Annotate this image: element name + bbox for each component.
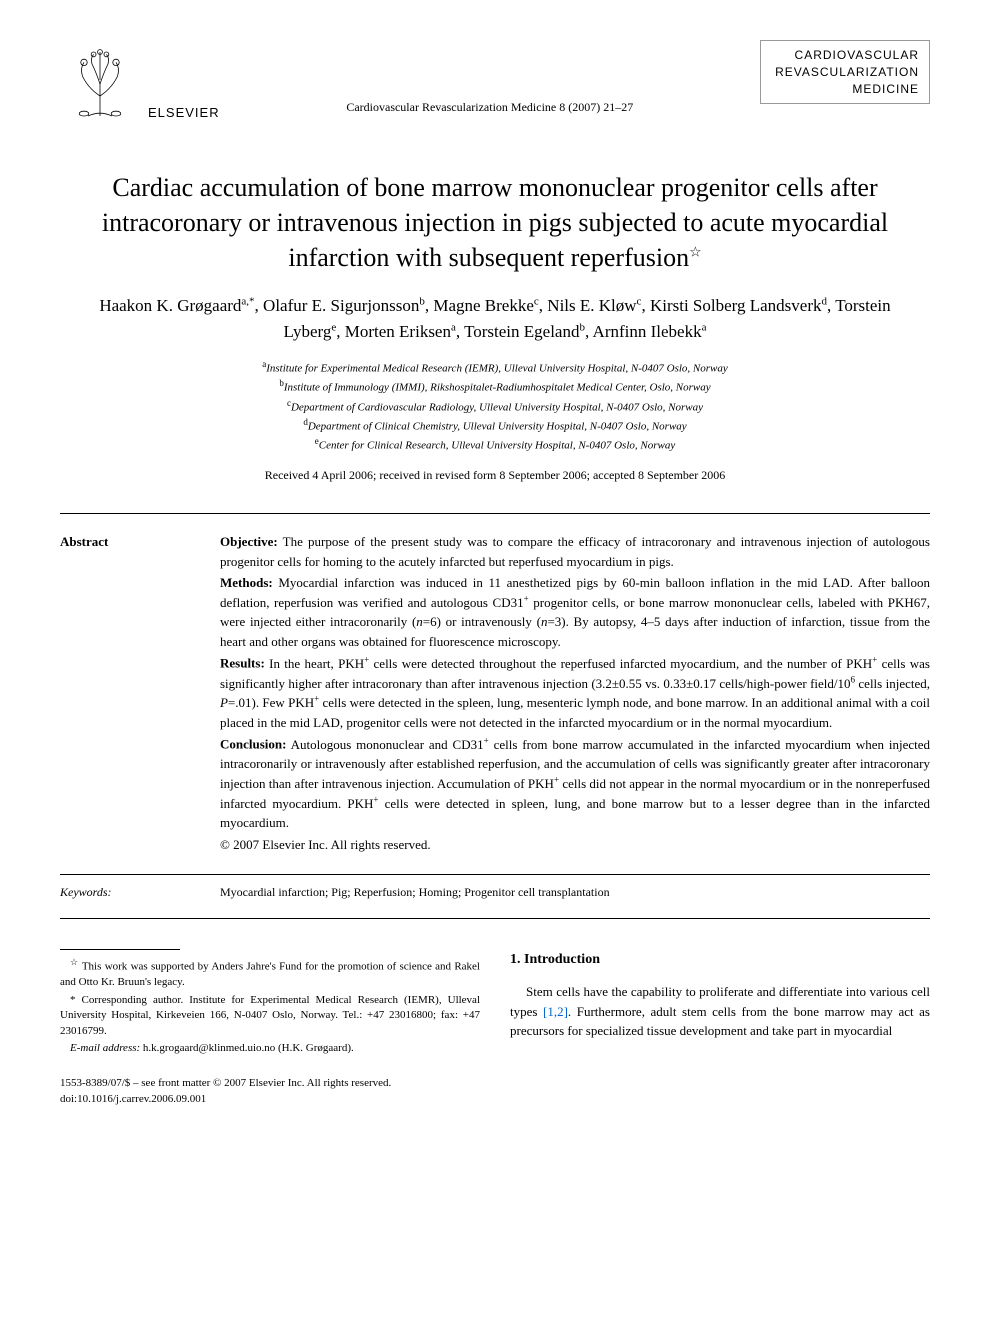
page-header: ELSEVIER Cardiovascular Revascularizatio…: [60, 40, 930, 120]
publisher-logo-block: ELSEVIER: [60, 40, 220, 120]
body-columns: ☆ This work was supported by Anders Jahr…: [60, 949, 930, 1107]
results-label: Results:: [220, 656, 265, 671]
affiliation: dDepartment of Clinical Chemistry, Ullev…: [60, 416, 930, 435]
citation-link[interactable]: [1,2]: [543, 1004, 568, 1019]
title-note-marker: ☆: [689, 246, 702, 261]
affil-text: Institute of Immunology (IMMI), Rikshosp…: [284, 382, 711, 394]
journal-badge-line: CARDIOVASCULAR: [771, 47, 919, 64]
right-column: 1. Introduction Stem cells have the capa…: [510, 949, 930, 1107]
email-label: E-mail address:: [70, 1042, 140, 1054]
rule-bottom: [60, 918, 930, 919]
journal-badge-line: MEDICINE: [771, 81, 919, 98]
affil-text: Department of Cardiovascular Radiology, …: [291, 401, 703, 413]
article-title: Cardiac accumulation of bone marrow mono…: [80, 170, 910, 275]
intro-text-2: . Furthermore, adult stem cells from the…: [510, 1004, 930, 1039]
keywords-text: Myocardial infarction; Pig; Reperfusion;…: [220, 885, 610, 900]
intro-heading: 1. Introduction: [510, 949, 930, 970]
authors-line: Haakon K. Grøgaarda,*, Olafur E. Sigurjo…: [80, 293, 910, 344]
affiliation: bInstitute of Immunology (IMMI), Rikshos…: [60, 377, 930, 396]
email-text: h.k.grogaard@klinmed.uio.no (H.K. Grøgaa…: [140, 1042, 354, 1054]
funding-text: This work was supported by Anders Jahre'…: [60, 961, 480, 988]
methods-label: Methods:: [220, 575, 273, 590]
doi-line: doi:10.1016/j.carrev.2006.09.001: [60, 1092, 480, 1107]
keywords-label: Keywords:: [60, 885, 180, 900]
abstract-block: Abstract Objective: The purpose of the p…: [60, 514, 930, 874]
journal-badge: CARDIOVASCULAR REVASCULARIZATION MEDICIN…: [760, 40, 930, 104]
affiliation: eCenter for Clinical Research, Ulleval U…: [60, 435, 930, 454]
abstract-label: Abstract: [60, 532, 180, 856]
elsevier-tree-icon: [60, 40, 140, 120]
results-text: In the heart, PKH+ cells were detected t…: [220, 656, 930, 730]
abstract-copyright: © 2007 Elsevier Inc. All rights reserved…: [220, 835, 930, 855]
article-dates: Received 4 April 2006; received in revis…: [60, 468, 930, 483]
keywords-row: Keywords: Myocardial infarction; Pig; Re…: [60, 875, 930, 918]
affil-text: Institute for Experimental Medical Resea…: [266, 363, 728, 375]
journal-reference: Cardiovascular Revascularization Medicin…: [220, 40, 760, 115]
journal-badge-line: REVASCULARIZATION: [771, 64, 919, 81]
footnote-rule: [60, 949, 180, 950]
affil-text: Center for Clinical Research, Ulleval Un…: [319, 440, 675, 452]
affil-text: Department of Clinical Chemistry, Ulleva…: [308, 420, 687, 432]
issn-line: 1553-8389/07/$ – see front matter © 2007…: [60, 1076, 480, 1091]
footnotes: ☆ This work was supported by Anders Jahr…: [60, 956, 480, 1056]
conclusion-label: Conclusion:: [220, 737, 286, 752]
objective-text: The purpose of the present study was to …: [220, 534, 930, 569]
title-text: Cardiac accumulation of bone marrow mono…: [102, 173, 888, 272]
methods-text: Myocardial infarction was induced in 11 …: [220, 575, 930, 649]
conclusion-text: Autologous mononuclear and CD31+ cells f…: [220, 737, 930, 831]
corr-text: Corresponding author. Institute for Expe…: [60, 994, 480, 1037]
intro-paragraph: Stem cells have the capability to prolif…: [510, 982, 930, 1041]
funding-marker: ☆: [70, 957, 79, 967]
abstract-body: Objective: The purpose of the present st…: [220, 532, 930, 856]
left-column: ☆ This work was supported by Anders Jahr…: [60, 949, 480, 1107]
publisher-name: ELSEVIER: [148, 105, 220, 120]
affiliations: aInstitute for Experimental Medical Rese…: [60, 358, 930, 454]
objective-label: Objective:: [220, 534, 278, 549]
affiliation: cDepartment of Cardiovascular Radiology,…: [60, 397, 930, 416]
affiliation: aInstitute for Experimental Medical Rese…: [60, 358, 930, 377]
bottom-meta: 1553-8389/07/$ – see front matter © 2007…: [60, 1076, 480, 1107]
